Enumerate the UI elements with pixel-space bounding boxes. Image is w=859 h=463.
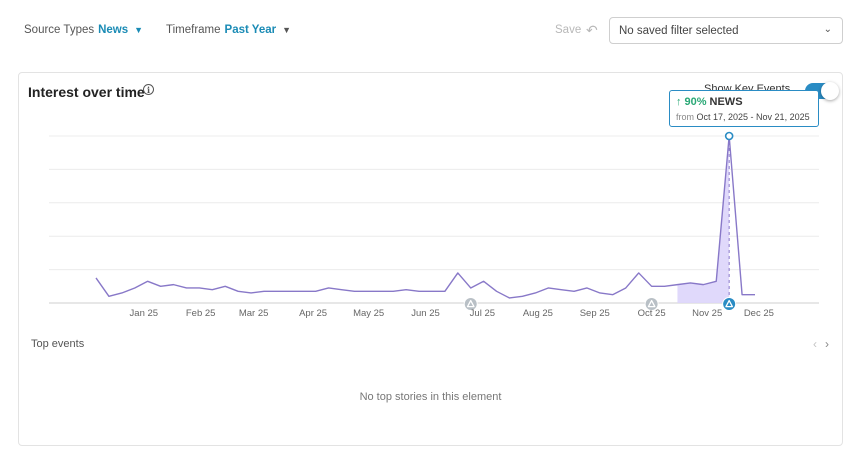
chevron-left-icon[interactable]: ‹ <box>813 337 817 351</box>
x-tick-label: Aug 25 <box>523 308 553 319</box>
tooltip-dates: Oct 17, 2025 - Nov 21, 2025 <box>696 112 810 122</box>
highlight-area <box>677 136 730 303</box>
chevron-down-icon: ⌄ <box>823 24 832 35</box>
x-tick-label: Jul 25 <box>470 308 495 319</box>
tooltip-point <box>724 131 734 141</box>
top-events-heading: Top events <box>31 338 85 350</box>
x-tick-label: May 25 <box>353 308 384 319</box>
bell-icon <box>647 299 656 308</box>
interest-over-time-card: Interest over time i Show Key Events Jan… <box>18 72 843 446</box>
x-tick-label: Mar 25 <box>239 308 269 319</box>
chart-tooltip: ↑ 90% NEWS from Oct 17, 2025 - Nov 21, 2… <box>669 90 819 127</box>
key-event-marker <box>644 297 659 311</box>
source-types-filter[interactable]: Source Types News ▼ <box>24 24 143 36</box>
x-tick-label: Nov 25 <box>692 308 722 319</box>
x-tick-label: Dec 25 <box>744 308 774 319</box>
series-line-news <box>95 135 755 299</box>
bell-icon <box>725 299 734 308</box>
toggle-knob <box>821 82 839 100</box>
x-tick-label: Apr 25 <box>299 308 327 319</box>
tooltip-from-label: from <box>676 112 694 122</box>
tooltip-series: NEWS <box>709 96 743 108</box>
info-icon[interactable]: i <box>143 84 154 95</box>
timeframe-value: Past Year <box>224 24 277 36</box>
saved-filter-select[interactable]: No saved filter selected ⌄ <box>609 17 843 44</box>
source-types-label: Source Types <box>24 24 95 36</box>
card-title: Interest over time <box>28 84 145 100</box>
key-event-marker <box>463 297 478 311</box>
undo-icon[interactable]: ↶ <box>586 22 598 38</box>
x-tick-label: Oct 25 <box>638 308 666 319</box>
source-types-value: News <box>98 24 129 36</box>
timeframe-label: Timeframe <box>166 24 221 36</box>
tooltip-percent: 90% <box>684 96 707 108</box>
x-tick-label: Jun 25 <box>411 308 440 319</box>
bell-icon <box>466 299 475 308</box>
x-tick-label: Sep 25 <box>580 308 610 319</box>
no-top-stories-message: No top stories in this element <box>359 391 502 403</box>
timeframe-filter[interactable]: Timeframe Past Year ▼ <box>166 24 291 36</box>
saved-filter-value: No saved filter selected <box>619 25 739 37</box>
key-event-marker <box>722 297 737 311</box>
chevron-down-icon: ▼ <box>282 25 292 35</box>
x-tick-label: Feb 25 <box>186 308 216 319</box>
save-button[interactable]: Save <box>555 24 582 36</box>
x-tick-label: Jan 25 <box>130 308 159 319</box>
chevron-down-icon: ▼ <box>134 25 144 35</box>
interest-chart: Jan 25 Feb 25 Mar 25 Apr 25 May 25 Jun 25 Jul … <box>49 131 819 319</box>
chevron-right-icon[interactable]: › <box>825 337 829 351</box>
arrow-up-icon: ↑ <box>676 96 682 108</box>
